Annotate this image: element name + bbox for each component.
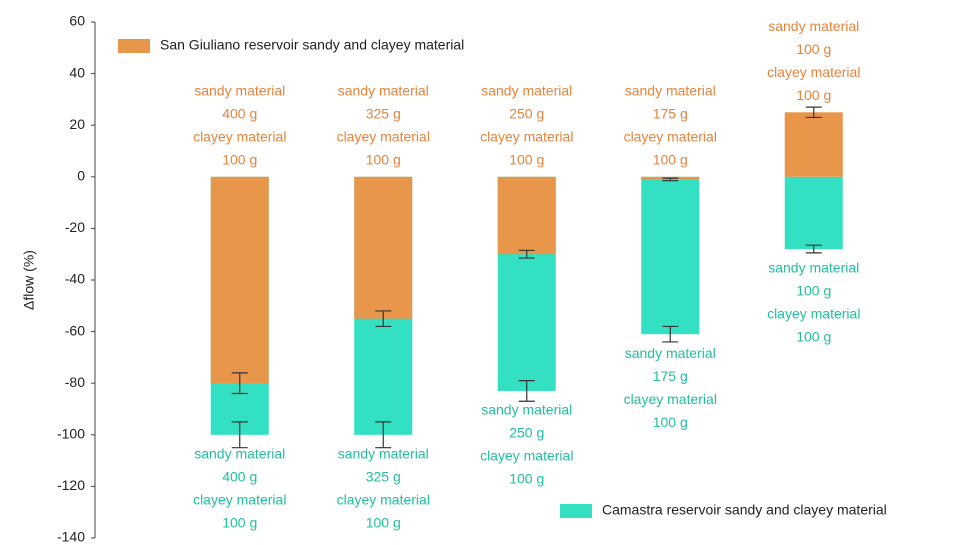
error-bar (375, 310, 392, 328)
data-label: clayey material (480, 448, 573, 464)
y-tick-label: 20 (69, 116, 85, 132)
data-label: clayey material (767, 64, 860, 80)
data-label: sandy material (338, 83, 429, 99)
data-label: clayey material (193, 492, 286, 508)
error-bar (231, 372, 248, 395)
data-label: 100 g (509, 152, 544, 168)
y-tick-label: -40 (65, 271, 85, 287)
data-label: sandy material (481, 83, 572, 99)
y-tick-label: 60 (69, 13, 85, 29)
bar (641, 176, 700, 335)
data-label: 325 g (366, 469, 401, 485)
data-label: sandy material (768, 18, 859, 34)
data-label: clayey material (337, 129, 430, 145)
data-label: 175 g (653, 368, 688, 384)
data-label: 100 g (796, 41, 831, 57)
data-label: 175 g (653, 106, 688, 122)
data-label: sandy material (625, 345, 716, 361)
legend-label: Camastra reservoir sandy and clayey mate… (602, 502, 887, 518)
error-bar (662, 177, 679, 182)
error-bar (662, 325, 679, 343)
error-bar (518, 249, 535, 259)
bar (354, 176, 413, 319)
error-bar (805, 106, 822, 119)
y-tick-label: -120 (57, 477, 85, 493)
data-label: sandy material (625, 83, 716, 99)
data-label: clayey material (624, 129, 717, 145)
data-label: 100 g (796, 87, 831, 103)
legend-swatch (118, 39, 150, 53)
error-bar (231, 421, 248, 449)
y-tick-label: 40 (69, 64, 85, 80)
data-label: 100 g (653, 152, 688, 168)
data-label: sandy material (194, 83, 285, 99)
legend-label: San Giuliano reservoir sandy and clayey … (160, 37, 464, 53)
y-tick-label: -60 (65, 322, 85, 338)
data-label: clayey material (767, 306, 860, 322)
data-label: 400 g (222, 106, 257, 122)
bar (210, 176, 269, 384)
data-label: clayey material (624, 391, 717, 407)
data-label: clayey material (193, 129, 286, 145)
y-tick-label: -80 (65, 374, 85, 390)
data-label: 100 g (796, 283, 831, 299)
y-tick-label: -140 (57, 529, 85, 545)
data-label: 250 g (509, 425, 544, 441)
bar (497, 176, 556, 255)
data-label: 100 g (222, 515, 257, 531)
data-label: 100 g (796, 329, 831, 345)
data-label: sandy material (768, 260, 859, 276)
data-label: 100 g (222, 152, 257, 168)
error-bar (375, 421, 392, 449)
data-label: 325 g (366, 106, 401, 122)
data-label: clayey material (480, 129, 573, 145)
y-axis-label: Δflow (%) (21, 250, 37, 310)
data-label: 100 g (366, 152, 401, 168)
data-label: 400 g (222, 469, 257, 485)
data-label: sandy material (194, 446, 285, 462)
legend-swatch (560, 504, 592, 518)
y-tick-label: 0 (77, 168, 85, 184)
data-label: 100 g (366, 515, 401, 531)
y-tick-label: -100 (57, 426, 85, 442)
error-bar (805, 244, 822, 254)
bar (784, 176, 843, 250)
data-label: clayey material (337, 492, 430, 508)
data-label: sandy material (481, 402, 572, 418)
data-label: 100 g (509, 471, 544, 487)
data-label: 100 g (653, 414, 688, 430)
bar (784, 112, 843, 177)
error-bar (518, 380, 535, 402)
data-label: 250 g (509, 106, 544, 122)
y-tick-label: -20 (65, 219, 85, 235)
data-label: sandy material (338, 446, 429, 462)
